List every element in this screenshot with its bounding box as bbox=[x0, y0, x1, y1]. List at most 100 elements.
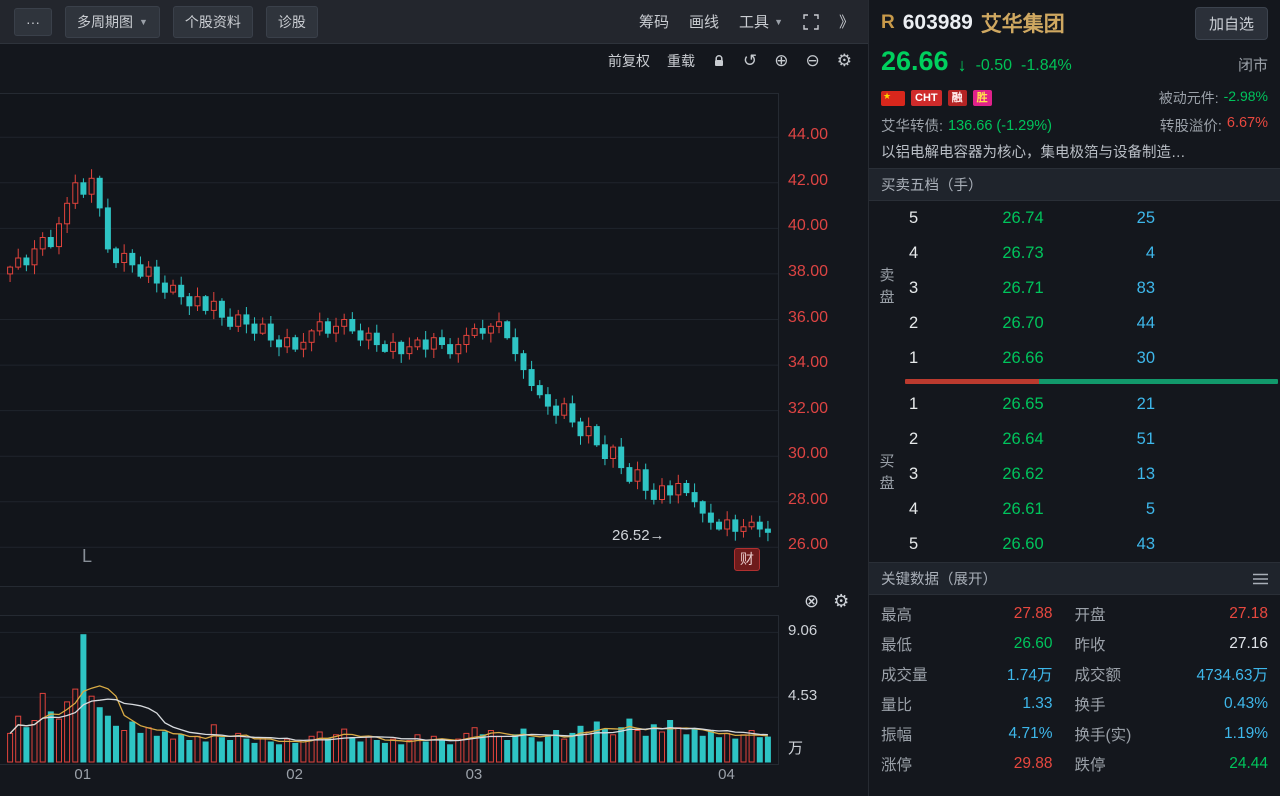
level: 3 bbox=[909, 279, 919, 297]
diagnose-button[interactable]: 诊股 bbox=[265, 5, 318, 38]
kd-label: 昨收 bbox=[1074, 637, 1106, 654]
orderbook-header[interactable]: 买卖五档（手） bbox=[869, 168, 1280, 201]
kd-label: 成交量 bbox=[881, 667, 928, 684]
chips-button[interactable]: 筹码 bbox=[639, 14, 670, 31]
chevron-down-icon: ▼ bbox=[774, 16, 783, 27]
drawline-button[interactable]: 画线 bbox=[689, 14, 720, 31]
sell-row-1[interactable]: 1 26.66 30 bbox=[903, 341, 1280, 376]
top-toolbar: ··· 多周期图 ▼ 个股资料 诊股 筹码 画线 工具 ▼ 》 bbox=[0, 0, 868, 44]
ask-volume: 30 bbox=[1136, 349, 1155, 367]
kd-row: 量比 1.33 换手 0.43% bbox=[881, 689, 1268, 719]
zoom-out-icon[interactable]: ⊖ bbox=[805, 51, 820, 70]
kd-value: 1.33 bbox=[1022, 695, 1053, 712]
buy-sell-strength-bar bbox=[905, 379, 1278, 384]
buy-row-1[interactable]: 1 26.65 21 bbox=[903, 387, 1280, 422]
chart-region: ··· 多周期图 ▼ 个股资料 诊股 筹码 画线 工具 ▼ 》 前复权 bbox=[0, 0, 868, 783]
price-level-annotation: 26.52→ bbox=[612, 527, 665, 544]
kd-value: 27.16 bbox=[1229, 635, 1268, 652]
list-menu-icon[interactable] bbox=[1253, 573, 1268, 585]
kd-label: 振幅 bbox=[881, 727, 913, 744]
volume-unit-label: 万 bbox=[788, 740, 804, 757]
bid-volume: 21 bbox=[1136, 395, 1155, 413]
undo-icon[interactable]: ↺ bbox=[743, 51, 758, 70]
time-axis-label: 01 bbox=[74, 766, 92, 783]
buy-row-4[interactable]: 4 26.61 5 bbox=[903, 492, 1280, 527]
reload-button[interactable]: 重载 bbox=[667, 53, 695, 69]
kd-row: 最高 27.88 开盘 27.18 bbox=[881, 599, 1268, 629]
bond-quote[interactable]: 136.66 (-1.29%) bbox=[948, 117, 1053, 134]
kd-label: 成交额 bbox=[1074, 667, 1122, 684]
kd-label: 开盘 bbox=[1074, 607, 1106, 624]
kd-value: 27.18 bbox=[1229, 605, 1268, 622]
kd-label: 跌停 bbox=[1074, 757, 1106, 774]
price-row: 26.66 ↓ -0.50 -1.84% 闭市 bbox=[869, 46, 1280, 84]
cht-badge[interactable]: CHT bbox=[911, 90, 942, 106]
sector-quote[interactable]: 被动元件: -2.98% bbox=[1159, 88, 1268, 108]
close-pane-icon[interactable]: ⊗ bbox=[804, 591, 820, 611]
add-watchlist-button[interactable]: 加自选 bbox=[1194, 6, 1268, 40]
bid-volume: 51 bbox=[1136, 430, 1155, 448]
price-axis-label: 26.00 bbox=[788, 536, 829, 554]
keydata-header[interactable]: 关键数据（展开） bbox=[869, 562, 1280, 595]
kd-row: 涨停 29.88 跌停 24.44 bbox=[881, 749, 1268, 779]
volume-pane-controls: ⊗ ⚙ bbox=[804, 591, 849, 612]
sell-side: 卖盘 5 26.74 25 4 26.73 4 3 26.71 83 bbox=[869, 201, 1280, 376]
margin-badge[interactable]: 融 bbox=[947, 90, 967, 106]
bid-price: 26.65 bbox=[1002, 395, 1044, 413]
kd-value: 4734.63万 bbox=[1196, 667, 1268, 684]
price-axis-label: 44.00 bbox=[788, 126, 829, 144]
forward-adjust-button[interactable]: 前复权 bbox=[608, 53, 650, 69]
settings-gear-icon[interactable]: ⚙ bbox=[836, 51, 852, 70]
kd-value: 29.88 bbox=[1013, 755, 1053, 772]
kd-value: 26.60 bbox=[1013, 635, 1053, 652]
lock-icon[interactable] bbox=[712, 54, 726, 68]
more-menu-button[interactable]: ··· bbox=[14, 7, 52, 36]
finance-news-badge[interactable]: 财 bbox=[734, 548, 760, 571]
sell-row-4[interactable]: 4 26.73 4 bbox=[903, 236, 1280, 271]
stock-info-button[interactable]: 个股资料 bbox=[172, 5, 253, 38]
kd-label: 换手 bbox=[1074, 697, 1106, 714]
premium-value: 6.67% bbox=[1226, 115, 1268, 131]
level: 2 bbox=[909, 314, 919, 332]
ask-volume: 83 bbox=[1136, 279, 1155, 297]
buy-row-5[interactable]: 5 26.60 43 bbox=[903, 527, 1280, 562]
kd-label: 最低 bbox=[881, 637, 913, 654]
bid-price: 26.61 bbox=[1002, 500, 1044, 518]
level: 3 bbox=[909, 465, 919, 483]
level: 2 bbox=[909, 430, 919, 448]
company-description[interactable]: 以铝电解电容器为核心，集电极箔与设备制造… bbox=[881, 145, 1186, 161]
multi-period-button[interactable]: 多周期图 ▼ bbox=[65, 5, 160, 38]
sell-row-3[interactable]: 3 26.71 83 bbox=[903, 271, 1280, 306]
bid-volume: 13 bbox=[1136, 465, 1155, 483]
ask-volume: 25 bbox=[1136, 209, 1155, 227]
candlestick-chart[interactable] bbox=[0, 93, 779, 587]
fullscreen-icon[interactable] bbox=[803, 13, 819, 30]
bid-price: 26.62 bbox=[1002, 465, 1044, 483]
kd-row: 成交量 1.74万 成交额 4734.63万 bbox=[881, 659, 1268, 689]
buy-side-label: 买盘 bbox=[877, 452, 895, 497]
zoom-in-icon[interactable]: ⊕ bbox=[774, 51, 789, 70]
buy-row-3[interactable]: 3 26.62 13 bbox=[903, 457, 1280, 492]
collapse-panel-button[interactable]: 》 bbox=[838, 14, 854, 31]
margin-flag-r: R bbox=[881, 12, 895, 33]
kd-value: 27.88 bbox=[1013, 605, 1053, 622]
kd-label: 换手(实) bbox=[1074, 727, 1132, 744]
tools-button[interactable]: 工具 ▼ bbox=[739, 11, 783, 32]
ask-price: 26.74 bbox=[1002, 209, 1044, 227]
toolbar-right-group: 筹码 画线 工具 ▼ 》 bbox=[639, 11, 854, 32]
kd-value: 24.44 bbox=[1229, 755, 1268, 772]
ask-price: 26.66 bbox=[1002, 349, 1044, 367]
sell-row-2[interactable]: 2 26.70 44 bbox=[903, 306, 1280, 341]
buy-row-2[interactable]: 2 26.64 51 bbox=[903, 422, 1280, 457]
volume-axis-label: 4.53 bbox=[788, 687, 818, 705]
price-change: -0.50 bbox=[975, 57, 1013, 74]
quote-panel: R 603989 艾华集团 加自选 26.66 ↓ -0.50 -1.84% 闭… bbox=[868, 0, 1280, 796]
pane-settings-gear-icon[interactable]: ⚙ bbox=[833, 591, 850, 611]
sheng-badge[interactable]: 胜 bbox=[972, 90, 992, 106]
premium-label: 转股溢价: bbox=[1159, 119, 1222, 135]
volume-chart[interactable] bbox=[0, 615, 779, 765]
sell-side-label: 卖盘 bbox=[877, 266, 895, 311]
last-price: 26.66 bbox=[881, 46, 949, 76]
sell-row-5[interactable]: 5 26.74 25 bbox=[903, 201, 1280, 236]
